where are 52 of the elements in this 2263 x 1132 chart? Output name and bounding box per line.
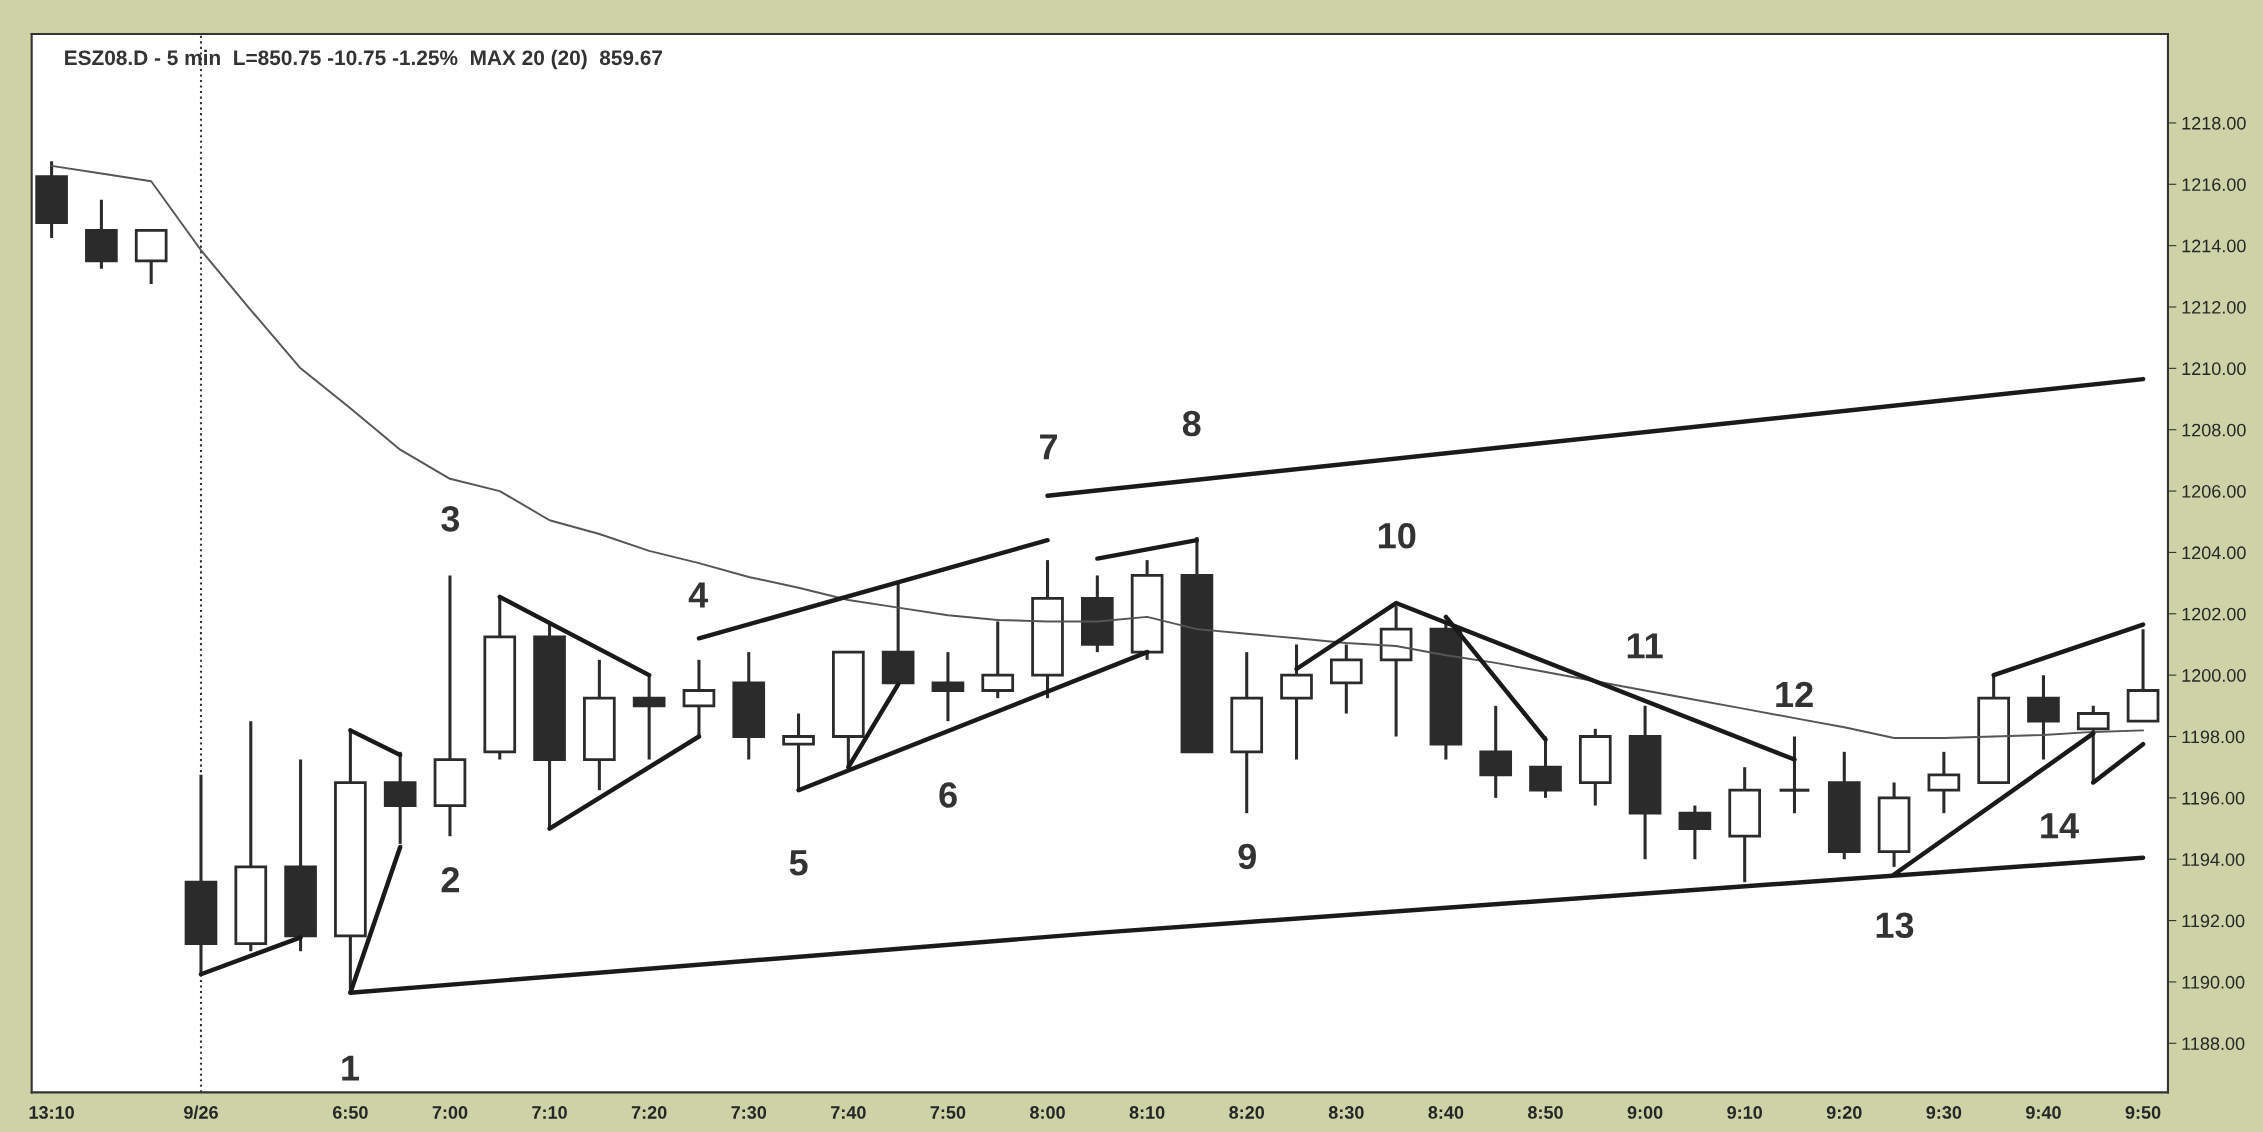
x-tick-label: 6:50 (332, 1106, 368, 1119)
x-tick-label: 8:50 (1528, 1106, 1563, 1119)
annotation: 14 (2041, 813, 2079, 839)
x-tick-label: 9:10 (1727, 1106, 1763, 1119)
x-tick-label: 9:30 (1926, 1106, 1962, 1119)
x-tick-label: 7:20 (631, 1106, 667, 1119)
y-tick-label: 1188.00 (2182, 1037, 2245, 1051)
x-tick-label: 8:10 (1129, 1106, 1165, 1119)
x-tick-label: 8:00 (1030, 1106, 1065, 1119)
y-tick-label: 1198.00 (2182, 730, 2245, 744)
x-tick-label: 9:40 (2026, 1106, 2061, 1119)
x-tick-label: 9:20 (1826, 1106, 1862, 1119)
text: ESZ08.D - 5 min L=850.75 -10.75 -1.25% MAX 20 (20) 859.67 (65, 49, 663, 70)
annotation: 13 (1876, 912, 1914, 939)
y-tick-label: 1218.00 (2182, 116, 2246, 130)
y-tick-label: 1214.00 (2182, 239, 2246, 253)
annotation: 7 (1040, 434, 1057, 460)
annotation: 10 (1378, 522, 1416, 549)
x-tick-label: 9/26 (184, 1105, 218, 1120)
annotation: 9 (1238, 843, 1256, 870)
x-tick-label: 9:00 (1627, 1106, 1663, 1119)
x-tick-label: 7:50 (930, 1106, 966, 1119)
x-tick-label: 7:30 (731, 1106, 767, 1119)
x-tick-label: 8:30 (1328, 1106, 1364, 1119)
annotation: 5 (789, 850, 808, 876)
y-tick-label: 1206.00 (2182, 485, 2246, 498)
x-tick-label: 13:10 (29, 1106, 74, 1119)
x-tick-label: 9:50 (2125, 1106, 2161, 1119)
y-tick-label: 1190.00 (2182, 975, 2245, 989)
y-tick-label: 1200.00 (2182, 669, 2246, 682)
y-tick-label: 1196.00 (2182, 791, 2245, 805)
x-tick-label: 7:00 (432, 1106, 468, 1119)
y-tick-label: 1216.00 (2182, 178, 2246, 192)
annotation: 11 (1627, 633, 1663, 659)
y-tick-label: 1194.00 (2182, 853, 2245, 866)
y-tick-label: 1212.00 (2182, 300, 2246, 314)
annotation: 8 (1182, 410, 1201, 437)
annotation: 6 (939, 782, 957, 808)
y-tick-label: 1204.00 (2182, 546, 2246, 560)
annotation: 3 (441, 506, 460, 532)
y-tick-label: 1192.00 (2182, 914, 2245, 928)
x-tick-label: 7:40 (831, 1106, 866, 1119)
x-tick-label: 7:10 (532, 1106, 567, 1119)
annotation: 12 (1776, 681, 1813, 707)
y-tick-label: 1210.00 (2182, 362, 2246, 376)
annotation: 4 (688, 582, 709, 608)
x-tick-label: 8:40 (1428, 1106, 1464, 1119)
x-tick-label: 8:20 (1229, 1106, 1265, 1119)
annotation: 1 (342, 1055, 360, 1081)
y-tick-label: 1202.00 (2182, 607, 2246, 621)
y-tick-label: 1208.00 (2182, 423, 2246, 437)
annotation: 2 (441, 866, 459, 893)
